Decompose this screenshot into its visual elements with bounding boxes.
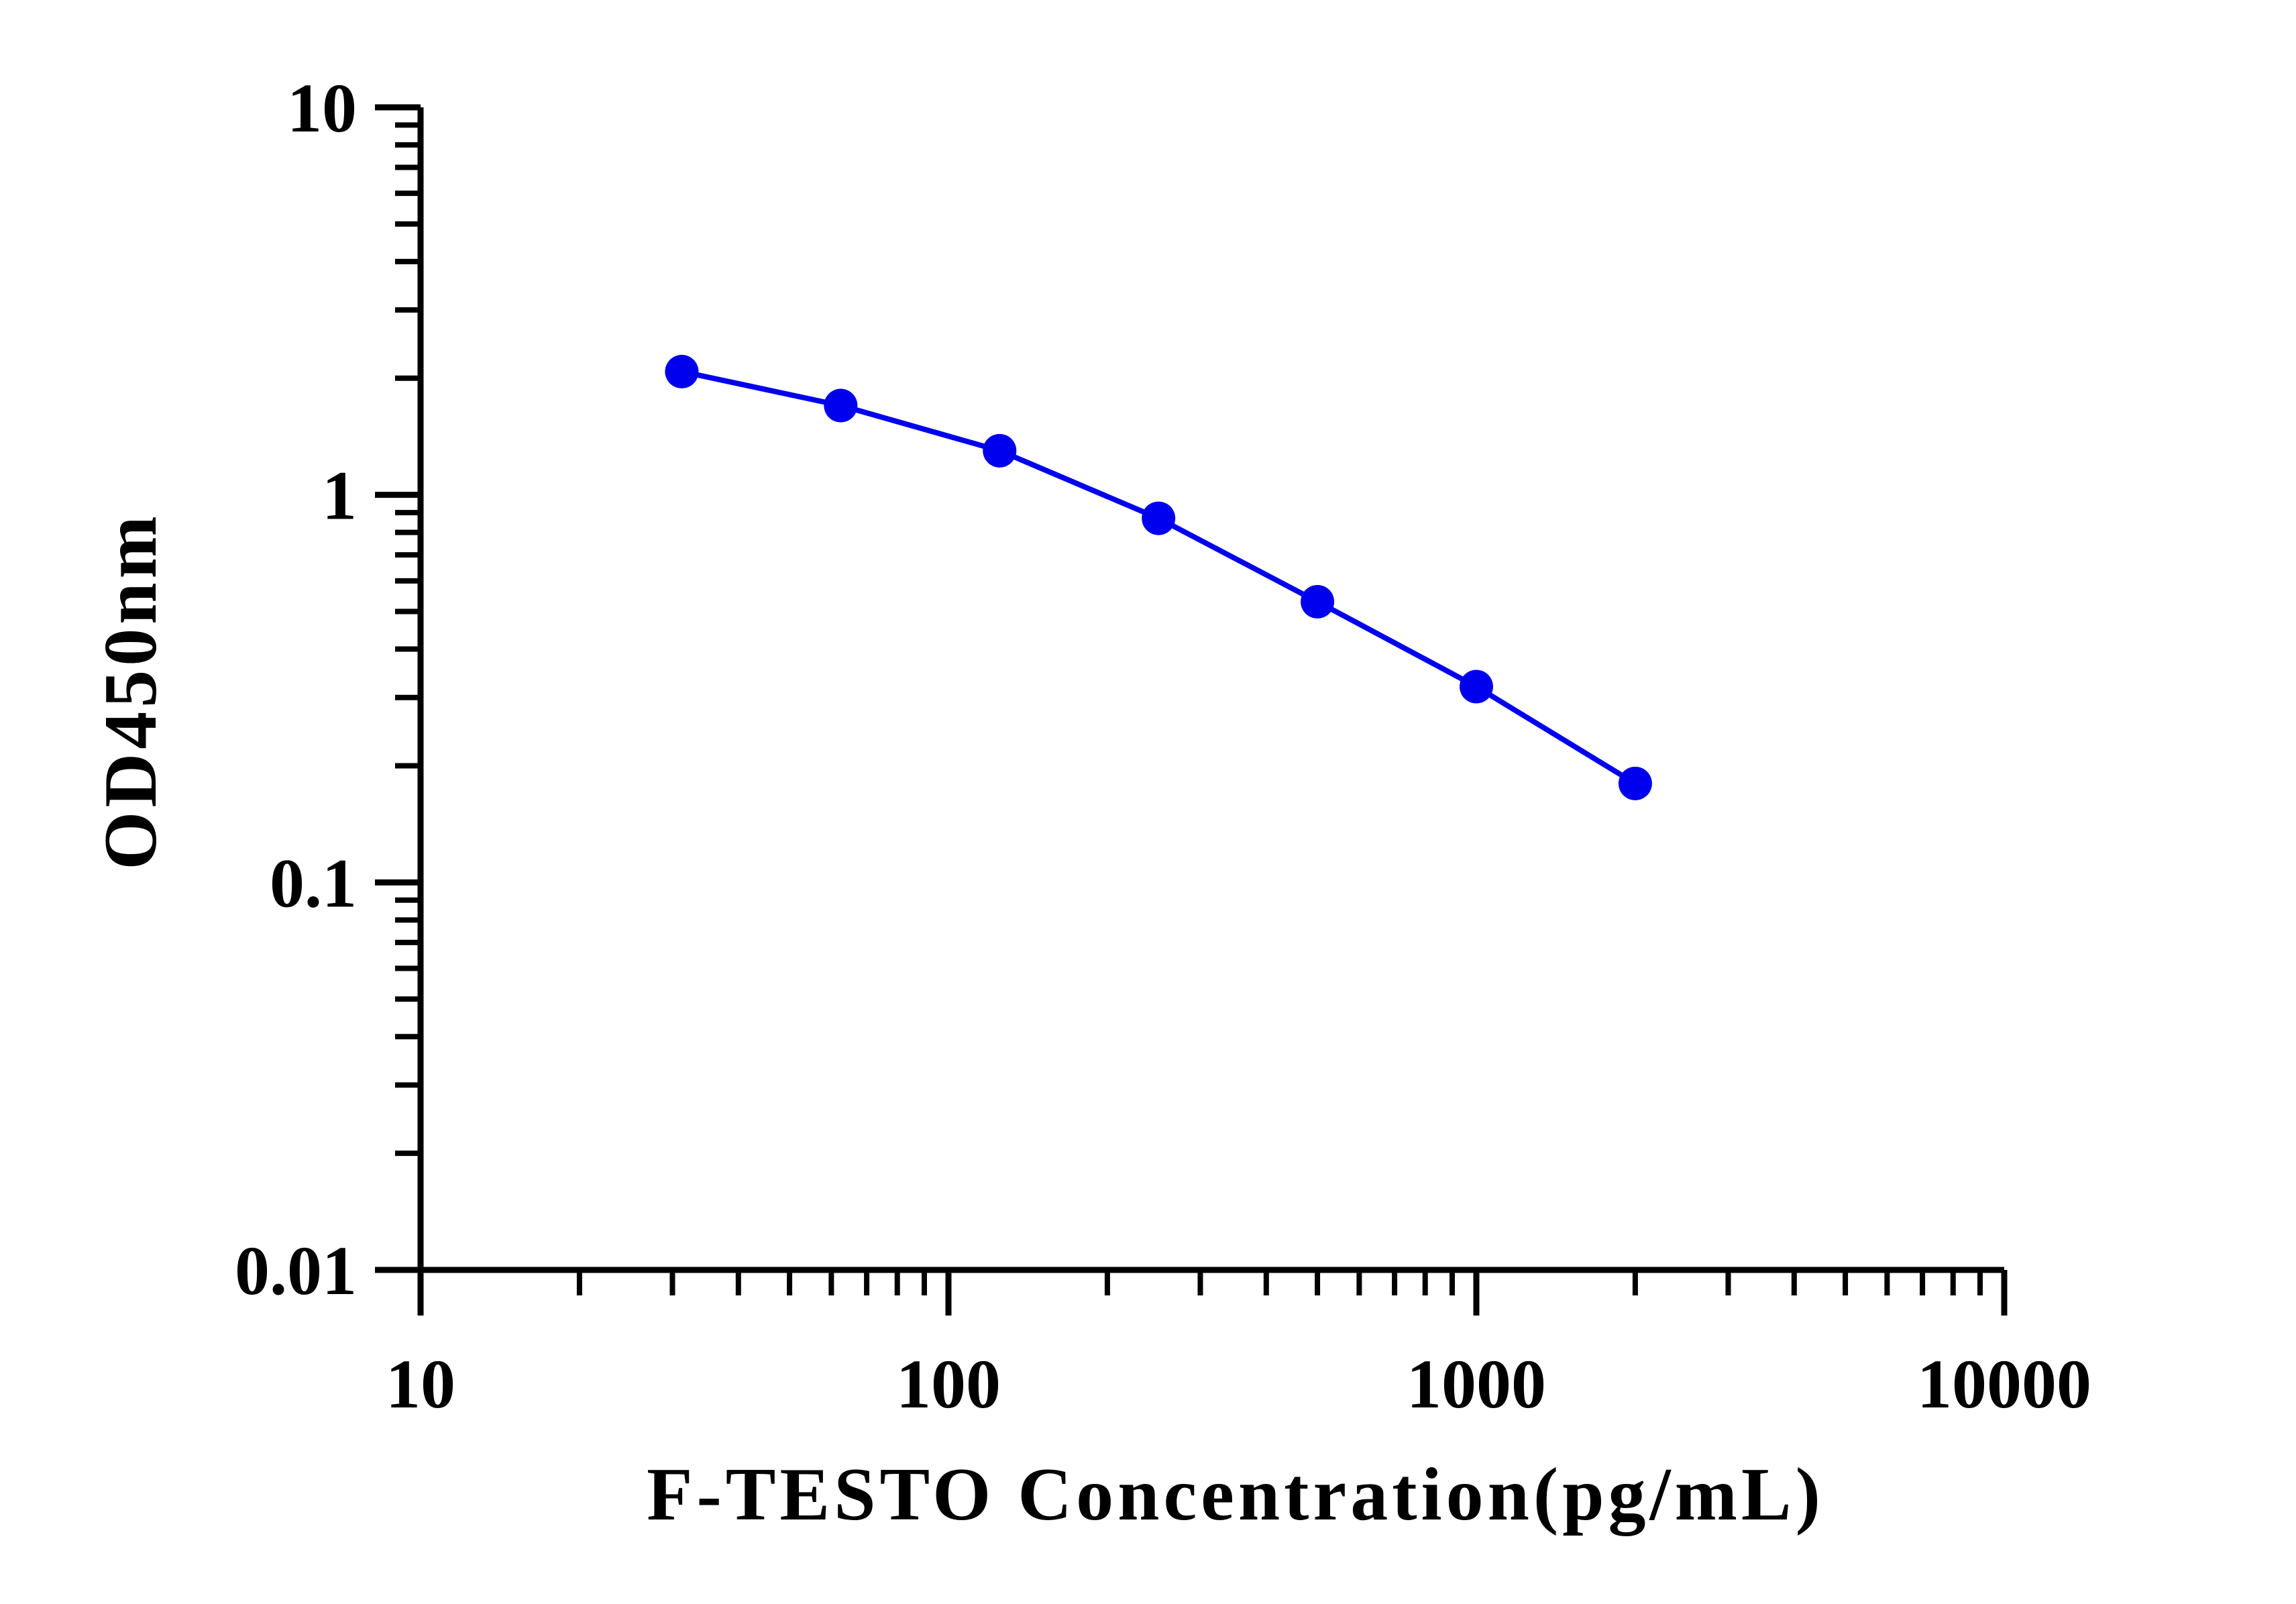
x-tick-label: 1000 <box>1407 1346 1546 1423</box>
y-tick-label: 10 <box>287 70 357 147</box>
x-tick-label: 10000 <box>1917 1346 2091 1423</box>
y-tick-label: 0.1 <box>270 845 357 922</box>
data-point <box>1618 766 1652 800</box>
x-axis-ticks: 10 100 1000 10000 <box>386 1270 2091 1423</box>
data-point <box>983 433 1017 468</box>
data-point <box>1460 670 1493 704</box>
data-point <box>824 388 858 423</box>
y-tick-label: 0.01 <box>235 1232 357 1309</box>
y-axis-ticks: 0.01 0.1 1 10 <box>235 70 421 1309</box>
x-axis-title: F-TESTO Concentration(pg/mL) <box>647 1453 1824 1536</box>
data-point <box>665 354 699 388</box>
x-tick-label: 10 <box>386 1346 455 1423</box>
data-point <box>1142 501 1176 535</box>
y-tick-label: 1 <box>322 458 357 535</box>
data-point <box>1301 584 1335 619</box>
x-tick-label: 100 <box>896 1346 1001 1423</box>
y-axis-title: OD450nm <box>89 512 172 870</box>
series-layer <box>665 354 1652 800</box>
series-line <box>681 368 1637 786</box>
axes <box>417 107 2004 1273</box>
